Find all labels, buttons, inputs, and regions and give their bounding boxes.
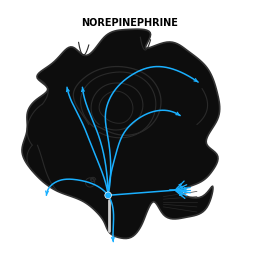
Circle shape <box>105 192 112 199</box>
Polygon shape <box>22 29 220 239</box>
Text: NOREPINEPHRINE: NOREPINEPHRINE <box>82 18 178 28</box>
